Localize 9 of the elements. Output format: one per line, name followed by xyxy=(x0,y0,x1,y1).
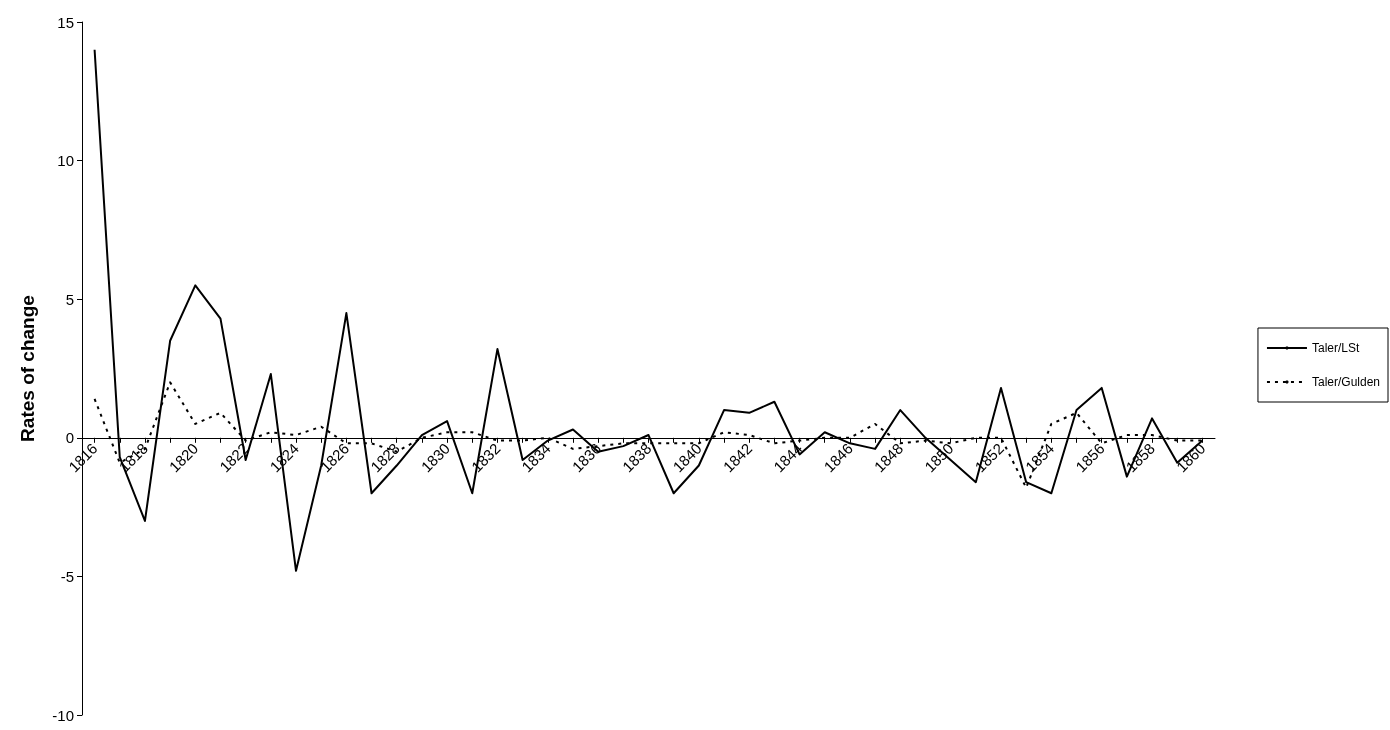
y-tick-label: 0 xyxy=(65,429,74,447)
y-tick-label: 5 xyxy=(65,290,74,308)
y-tick-label: -5 xyxy=(60,567,74,585)
y-tick-label: -10 xyxy=(52,706,74,724)
y-tick-label: 10 xyxy=(57,152,74,170)
legend-label: Taler/LSt xyxy=(1311,341,1360,355)
legend-label: Taler/Gulden xyxy=(1311,375,1381,389)
y-axis-title: Rates of change xyxy=(17,295,38,442)
y-tick-label: 15 xyxy=(57,13,74,31)
